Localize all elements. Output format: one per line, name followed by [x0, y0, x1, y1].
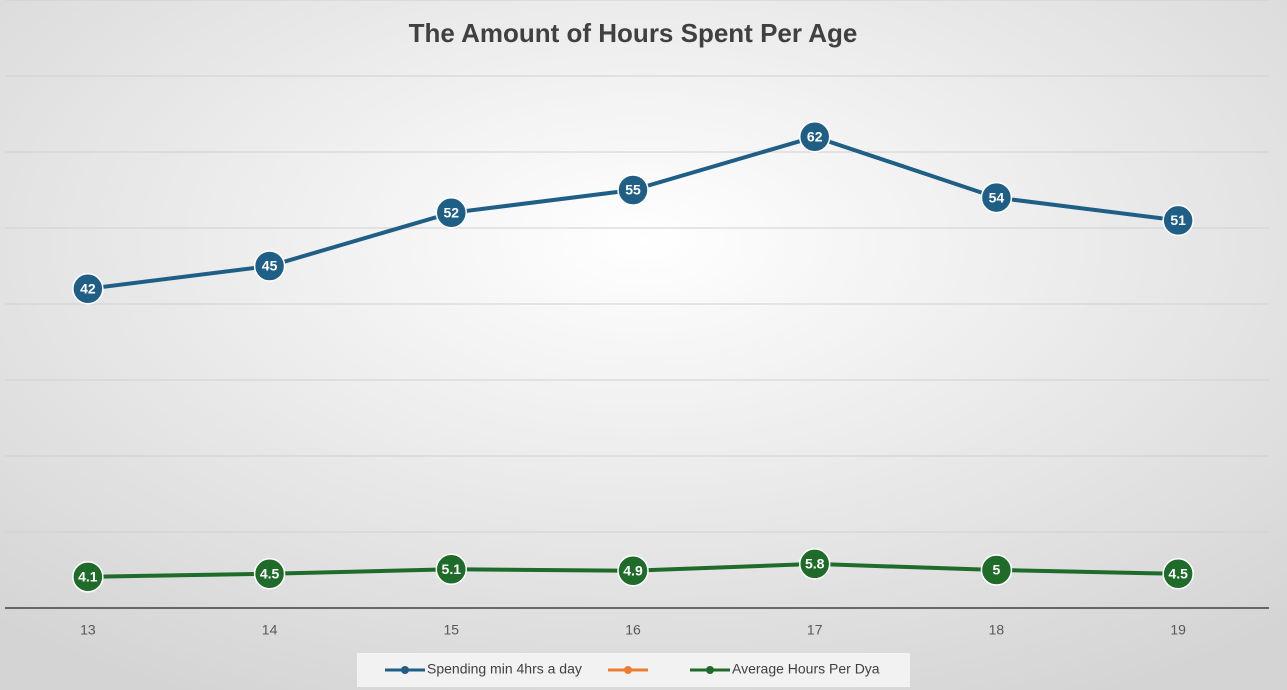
marker [798, 121, 831, 153]
marker [253, 250, 286, 282]
marker [617, 174, 649, 206]
marker [1162, 558, 1194, 590]
data-label: 45 [262, 258, 278, 274]
legend-marker [706, 666, 714, 674]
data-label: 5.8 [805, 556, 825, 572]
marker [435, 553, 468, 585]
marker [1162, 204, 1194, 237]
data-label: 4.5 [260, 566, 280, 582]
data-label: 54 [989, 189, 1005, 205]
marker [798, 548, 831, 580]
x-tick-label: 15 [443, 622, 459, 638]
data-label: 4.9 [623, 562, 643, 578]
marker [980, 554, 1013, 586]
legend-marker [401, 666, 409, 674]
legend-label: Spending min 4hrs a day [427, 661, 582, 677]
legend-marker [624, 666, 632, 674]
data-label: 51 [1170, 212, 1186, 228]
marker [980, 181, 1013, 214]
marker [72, 561, 104, 593]
marker [435, 197, 468, 229]
marker [253, 558, 286, 590]
data-label: 52 [443, 205, 459, 221]
data-label: 4.1 [78, 569, 98, 585]
marker [72, 273, 104, 305]
data-label: 55 [625, 182, 641, 198]
x-tick-label: 16 [625, 622, 641, 638]
data-label: 5.1 [442, 561, 462, 577]
x-tick-label: 18 [989, 622, 1005, 638]
legend-label: Average Hours Per Dya [732, 661, 880, 677]
x-tick-label: 17 [807, 622, 823, 638]
x-tick-label: 14 [262, 622, 278, 638]
x-tick-label: 13 [80, 622, 96, 638]
marker [617, 555, 649, 587]
chart-title: The Amount of Hours Spent Per Age [409, 18, 858, 48]
data-label: 4.5 [1168, 566, 1188, 582]
x-tick-label: 19 [1170, 622, 1186, 638]
data-label: 62 [807, 129, 823, 145]
data-label: 42 [80, 281, 96, 297]
data-label: 5 [993, 562, 1001, 578]
